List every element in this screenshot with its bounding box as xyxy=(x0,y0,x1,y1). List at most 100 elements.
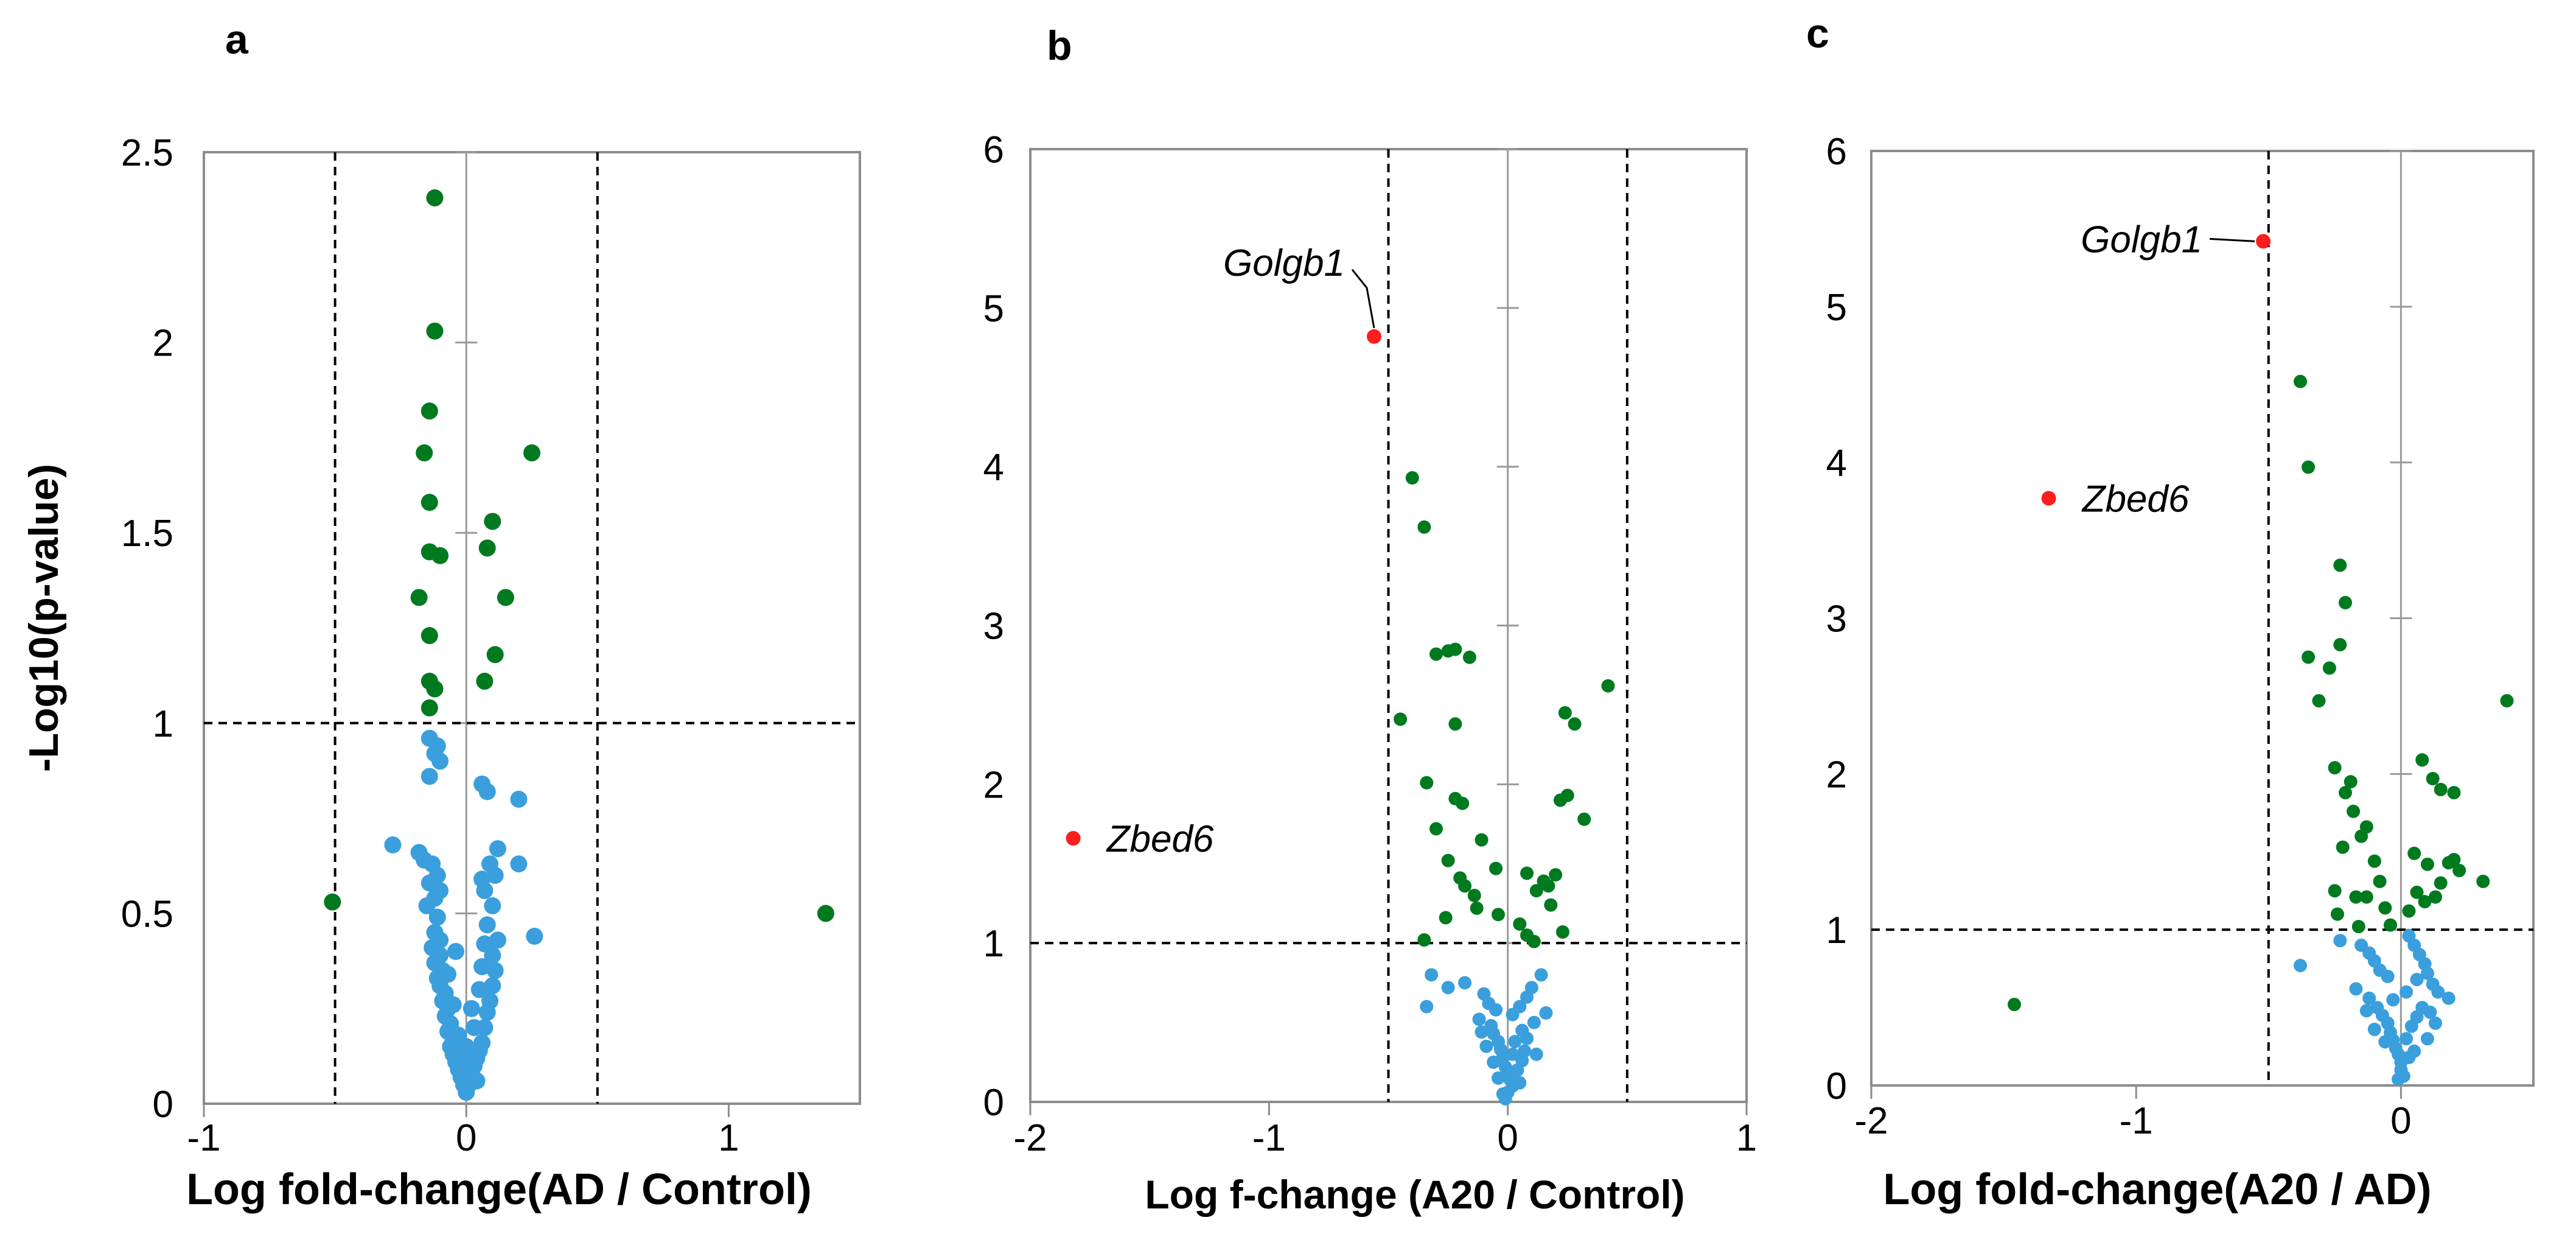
red-point-zbed6 xyxy=(2041,491,2056,506)
green-point xyxy=(2452,863,2466,877)
green-point xyxy=(1394,712,1408,726)
blue-point xyxy=(447,942,464,960)
green-point xyxy=(324,893,341,911)
x-axis-label-b: Log f-change (A20 / Control) xyxy=(1145,1172,1684,1217)
green-point xyxy=(2420,857,2434,871)
blue-point xyxy=(510,855,528,873)
green-point xyxy=(486,646,504,664)
green-point xyxy=(421,402,438,420)
x-axis-label-c: Log fold-change(A20 / AD) xyxy=(1883,1165,2431,1214)
green-point xyxy=(2312,694,2326,708)
green-point xyxy=(1491,908,1505,922)
green-point xyxy=(431,547,449,564)
blue-point xyxy=(1487,1055,1501,1069)
blue-point xyxy=(1527,1015,1541,1029)
green-point xyxy=(1541,879,1555,893)
blue-point xyxy=(2349,982,2363,996)
blue-point xyxy=(1475,1025,1489,1039)
blue-point xyxy=(439,966,457,983)
plot-frame-a xyxy=(203,151,861,1105)
green-point xyxy=(2415,753,2429,767)
green-point xyxy=(1470,901,1484,915)
green-point xyxy=(1441,854,1455,868)
x-axis-label-a: Log fold-change(AD / Control) xyxy=(186,1165,812,1214)
green-point xyxy=(2383,918,2397,932)
green-point xyxy=(1462,650,1476,664)
blue-point xyxy=(468,1072,486,1090)
green-point xyxy=(2294,374,2308,388)
blue-point xyxy=(1515,1023,1529,1037)
green-point xyxy=(2349,890,2363,904)
blue-point xyxy=(484,897,501,914)
blue-point xyxy=(1513,1000,1527,1014)
green-point xyxy=(1555,925,1569,939)
blue-point xyxy=(473,958,491,975)
y-tick-label: 0 xyxy=(153,1084,173,1126)
blue-point xyxy=(1441,981,1455,995)
blue-point xyxy=(466,1018,483,1036)
green-point xyxy=(1448,642,1462,656)
x-tick-label: -2 xyxy=(1013,1117,1047,1159)
blue-point xyxy=(2410,973,2424,987)
green-point xyxy=(426,680,444,698)
green-point xyxy=(2339,595,2353,609)
red-point-zbed6 xyxy=(1066,831,1081,846)
blue-point xyxy=(2402,1050,2416,1064)
green-point xyxy=(1513,917,1527,931)
blue-point xyxy=(470,981,488,998)
y-tick-label: 2 xyxy=(1826,754,1847,796)
panel-letter-c: c xyxy=(1806,10,1829,57)
green-point xyxy=(1529,884,1543,898)
green-point xyxy=(478,539,496,557)
green-point xyxy=(2328,884,2342,898)
green-point xyxy=(2434,876,2448,890)
y-tick-label: 1 xyxy=(983,923,1004,965)
gene-label-zbed6: Zbed6 xyxy=(1106,818,1214,860)
green-point xyxy=(1448,717,1462,731)
green-point xyxy=(2500,694,2514,708)
blue-point xyxy=(2386,993,2400,1007)
blue-point xyxy=(1539,1006,1553,1020)
blue-point xyxy=(1518,1044,1532,1058)
blue-point xyxy=(1513,1076,1527,1090)
green-point xyxy=(416,444,433,461)
blue-point xyxy=(426,745,444,762)
y-tick-label: 2 xyxy=(153,323,173,365)
blue-point xyxy=(2431,985,2445,999)
y-tick-label: 6 xyxy=(983,129,1004,171)
green-point xyxy=(2407,846,2421,860)
green-point xyxy=(421,494,438,511)
blue-point xyxy=(1420,1000,1434,1014)
y-tick-label: 3 xyxy=(1826,598,1847,640)
y-tick-label: 5 xyxy=(983,288,1004,330)
blue-point xyxy=(2378,1035,2392,1049)
x-tick-label: -1 xyxy=(187,1117,220,1159)
x-tick-label: -1 xyxy=(2120,1100,2153,1142)
blue-point xyxy=(2400,985,2414,999)
blue-point xyxy=(418,897,436,914)
gene-label-golgb1: Golgb1 xyxy=(1223,242,1345,284)
y-tick-label: 1.5 xyxy=(121,513,173,555)
blue-point xyxy=(1508,1034,1522,1048)
blue-point xyxy=(473,1034,491,1051)
green-point xyxy=(476,673,494,690)
y-tick-label: 1 xyxy=(153,703,173,745)
blue-point xyxy=(2294,959,2308,973)
blue-point xyxy=(486,962,504,980)
blue-point xyxy=(2359,1004,2373,1018)
green-point xyxy=(426,322,444,340)
green-point xyxy=(1405,471,1419,485)
green-point xyxy=(1527,934,1541,948)
blue-point xyxy=(489,840,506,858)
red-point-golgb1 xyxy=(2256,234,2271,249)
green-point xyxy=(2402,904,2416,918)
green-point xyxy=(1489,861,1503,875)
green-point xyxy=(484,513,501,530)
green-point xyxy=(1568,717,1582,731)
green-point xyxy=(1601,679,1615,693)
green-point xyxy=(2434,782,2448,796)
blue-point xyxy=(2333,934,2347,948)
plot-frame-c xyxy=(1870,150,2535,1087)
green-point xyxy=(1429,647,1443,661)
blue-point xyxy=(1489,1003,1503,1017)
